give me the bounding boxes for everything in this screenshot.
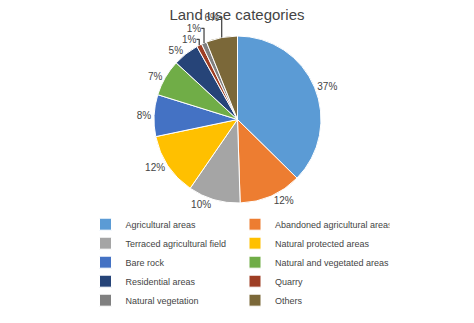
svg-text:10%: 10% <box>191 199 211 210</box>
svg-text:37%: 37% <box>317 81 337 92</box>
svg-text:1%: 1% <box>187 23 202 34</box>
svg-text:12%: 12% <box>274 195 294 206</box>
svg-text:Abandoned agricultural areas: Abandoned agricultural areas <box>275 220 390 230</box>
svg-text:7%: 7% <box>148 71 163 82</box>
svg-text:1%: 1% <box>182 34 197 45</box>
svg-text:8%: 8% <box>137 110 152 121</box>
svg-text:5%: 5% <box>169 45 184 56</box>
svg-text:Natural and vegetated areas: Natural and vegetated areas <box>275 258 389 268</box>
svg-text:Residential areas: Residential areas <box>126 277 196 287</box>
svg-text:Natural protected areas: Natural protected areas <box>275 239 370 249</box>
svg-text:Quarry: Quarry <box>275 277 303 287</box>
svg-text:Land use categories: Land use categories <box>169 6 304 23</box>
svg-text:Natural vegetation: Natural vegetation <box>126 296 199 306</box>
svg-text:Agricultural areas: Agricultural areas <box>126 220 197 230</box>
svg-text:12%: 12% <box>145 162 165 173</box>
svg-text:6%: 6% <box>204 12 219 23</box>
svg-text:Others: Others <box>275 296 303 306</box>
svg-text:Terraced agricultural field: Terraced agricultural field <box>126 239 227 249</box>
svg-text:Bare rock: Bare rock <box>126 258 165 268</box>
